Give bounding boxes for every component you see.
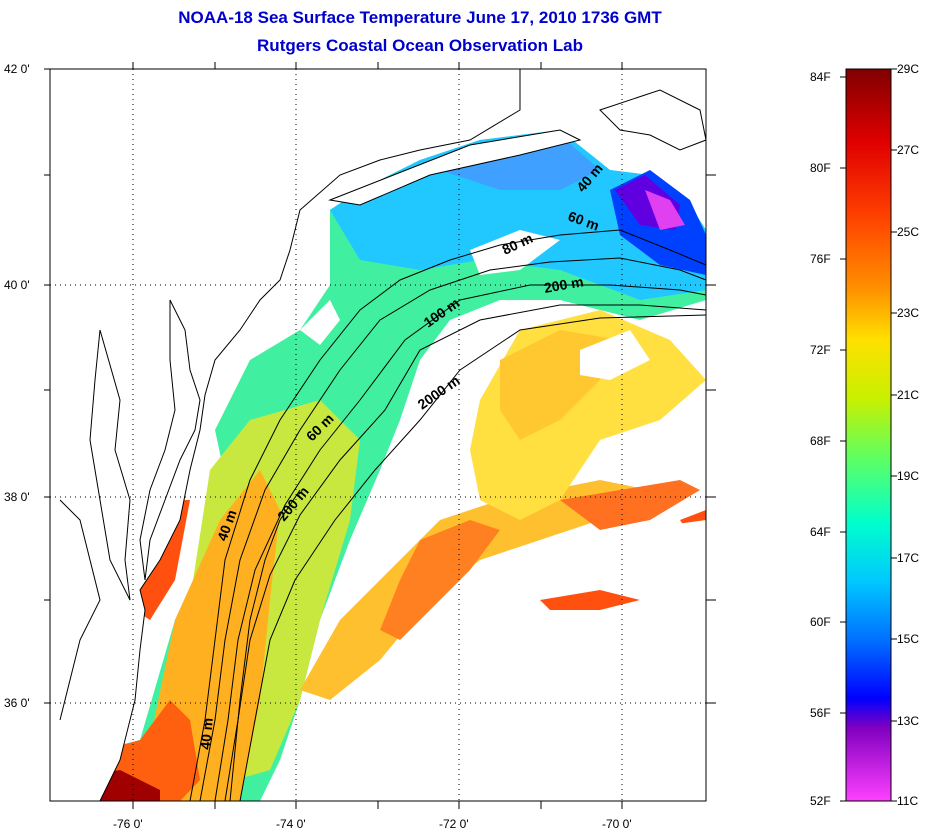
map-subtitle: Rutgers Coastal Ocean Observation Lab <box>257 36 583 55</box>
colorbar-gradient <box>845 68 892 802</box>
colorbar-c-23: 23C <box>897 306 919 320</box>
colorbar-c-17: 17C <box>897 551 919 565</box>
colorbar-c-13: 13C <box>897 714 919 728</box>
colorbar-f-52: 52F <box>810 794 831 808</box>
long-island <box>328 129 582 206</box>
colorbar-c-19: 19C <box>897 469 919 483</box>
colorbar-f-76: 76F <box>810 252 831 266</box>
map-ticks <box>44 62 716 809</box>
colorbar: 84F 80F 76F 72F 68F 64F 60F 56F 52F 29C … <box>810 62 919 808</box>
mainland-coast <box>49 68 521 802</box>
colorbar-f-72: 72F <box>810 343 831 357</box>
contour-label-200m-n: 200 m <box>543 273 585 296</box>
lat-label-38: 38 0' <box>4 490 30 504</box>
contour-label-40m-s: 40 m <box>197 717 216 750</box>
colorbar-c-11: 11C <box>897 794 918 808</box>
colorbar-f-68: 68F <box>810 434 831 448</box>
lon-label-76: -76 0' <box>113 817 143 831</box>
colorbar-c-21: 21C <box>897 388 919 402</box>
colorbar-f-56: 56F <box>810 706 831 720</box>
lat-label-40: 40 0' <box>4 278 30 292</box>
colorbar-f-80: 80F <box>810 161 831 175</box>
colorbar-c-27: 27C <box>897 143 919 157</box>
lat-label-42: 42 0' <box>4 62 30 76</box>
lon-label-70: -70 0' <box>602 817 632 831</box>
lon-label-72: -72 0' <box>439 817 469 831</box>
lat-lon-grid <box>50 69 706 801</box>
colorbar-c-29: 29C <box>897 62 919 76</box>
colorbar-f-84: 84F <box>810 70 831 84</box>
colorbar-c-25: 25C <box>897 225 919 239</box>
colorbar-c-15: 15C <box>897 632 919 646</box>
lon-label-74: -74 0' <box>276 817 306 831</box>
colorbar-f-60: 60F <box>810 615 831 629</box>
map-title: NOAA-18 Sea Surface Temperature June 17,… <box>178 8 662 27</box>
lat-label-36: 36 0' <box>4 696 30 710</box>
cape-cod <box>599 89 707 151</box>
colorbar-f-64: 64F <box>810 525 831 539</box>
